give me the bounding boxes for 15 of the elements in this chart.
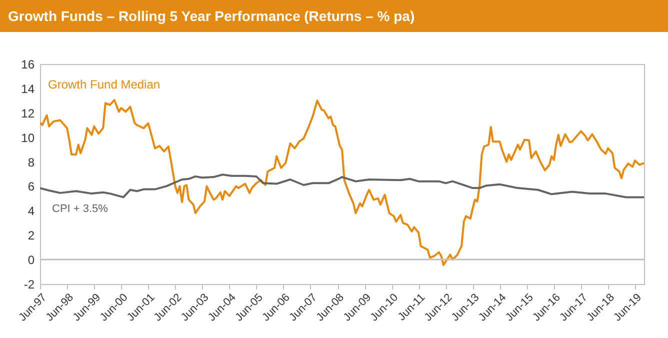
- y-tick-label: 12: [21, 106, 35, 120]
- series-label: Growth Fund Median: [48, 78, 160, 92]
- y-tick-label: 14: [21, 82, 35, 96]
- y-tick-label: 6: [28, 180, 35, 194]
- y-tick-label: 10: [21, 130, 35, 145]
- chart-title: Growth Funds – Rolling 5 Year Performance (Returns – % pa): [0, 0, 668, 32]
- y-tick-label: 16: [21, 58, 35, 72]
- y-tick-label: 2: [28, 228, 35, 243]
- y-tick-label: 4: [28, 204, 35, 218]
- line-series: [40, 174, 644, 198]
- y-tick-label: 8: [28, 155, 35, 170]
- y-tick-label: -2: [24, 278, 35, 292]
- line-series: [40, 99, 644, 266]
- series-label: CPI + 3.5%: [52, 203, 108, 216]
- y-tick-label: 0: [28, 253, 35, 268]
